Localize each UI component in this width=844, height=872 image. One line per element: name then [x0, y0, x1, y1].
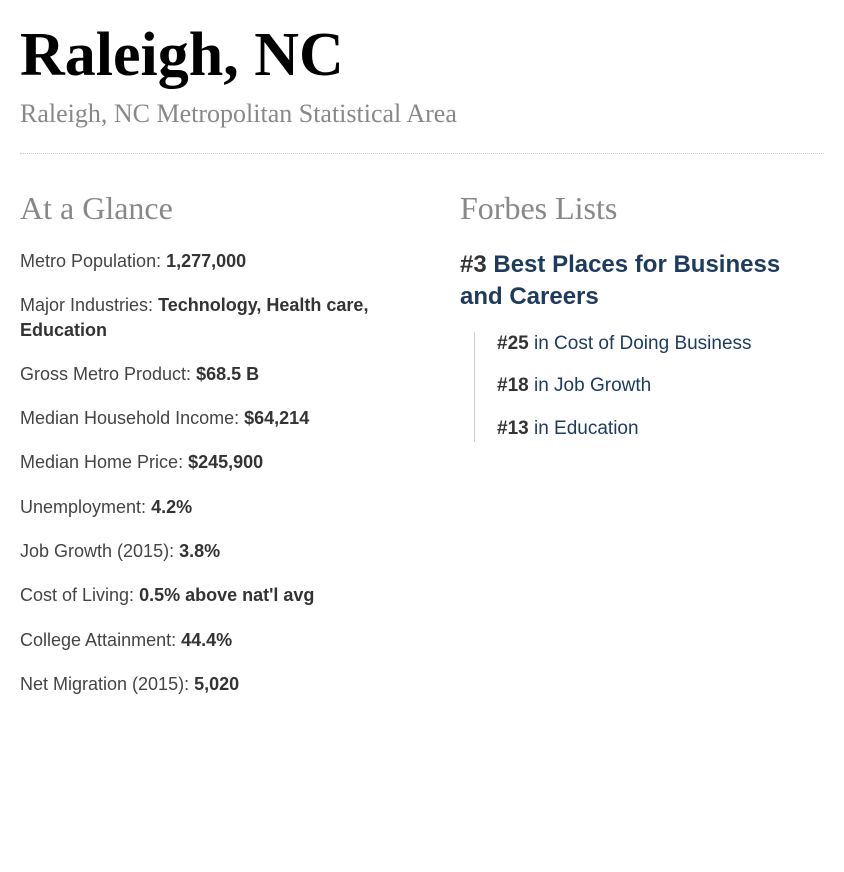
stat-row: Cost of Living: 0.5% above nat'l avg — [20, 583, 420, 607]
stat-row: Major Industries: Technology, Health car… — [20, 293, 420, 342]
sub-rank-text: in Job Growth — [529, 375, 652, 396]
stat-value: $245,900 — [188, 452, 263, 472]
glance-heading: At a Glance — [20, 190, 420, 227]
stat-label: Unemployment: — [20, 497, 151, 517]
stat-row: College Attainment: 44.4% — [20, 628, 420, 652]
stat-row: Gross Metro Product: $68.5 B — [20, 362, 420, 386]
stat-row: Unemployment: 4.2% — [20, 495, 420, 519]
divider — [20, 153, 824, 154]
stat-label: Cost of Living: — [20, 585, 139, 605]
sub-rank-number: #13 — [497, 418, 529, 439]
stat-value: $68.5 B — [196, 364, 259, 384]
forbes-lists-section: Forbes Lists #3 Best Places for Business… — [460, 190, 824, 716]
main-ranking-link[interactable]: #3 Best Places for Business and Careers — [460, 249, 824, 314]
stat-value: 3.8% — [179, 541, 220, 561]
stat-row: Metro Population: 1,277,000 — [20, 249, 420, 273]
at-a-glance-section: At a Glance Metro Population: 1,277,000 … — [20, 190, 420, 716]
stat-row: Job Growth (2015): 3.8% — [20, 539, 420, 563]
sub-rankings-list: #25 in Cost of Doing Business #18 in Job… — [474, 332, 824, 442]
stat-label: Major Industries: — [20, 295, 158, 315]
forbes-heading: Forbes Lists — [460, 190, 824, 227]
sub-ranking-link[interactable]: #18 in Job Growth — [497, 374, 824, 399]
stat-label: Gross Metro Product: — [20, 364, 196, 384]
page-subtitle: Raleigh, NC Metropolitan Statistical Are… — [20, 99, 824, 129]
sub-rank-text: in Education — [529, 418, 639, 439]
stat-label: College Attainment: — [20, 630, 181, 650]
content-columns: At a Glance Metro Population: 1,277,000 … — [20, 190, 824, 716]
stat-row: Median Household Income: $64,214 — [20, 406, 420, 430]
stat-label: Job Growth (2015): — [20, 541, 179, 561]
stat-label: Metro Population: — [20, 251, 166, 271]
stat-value: 4.2% — [151, 497, 192, 517]
stat-value: 1,277,000 — [166, 251, 246, 271]
stat-label: Net Migration (2015): — [20, 674, 194, 694]
stat-value: 5,020 — [194, 674, 239, 694]
main-rank-number: #3 — [460, 251, 487, 278]
page-title: Raleigh, NC — [20, 20, 824, 91]
stat-value: 0.5% above nat'l avg — [139, 585, 314, 605]
sub-rank-text: in Cost of Doing Business — [529, 333, 752, 354]
stat-value: $64,214 — [244, 408, 309, 428]
sub-rank-number: #25 — [497, 333, 529, 354]
stat-label: Median Home Price: — [20, 452, 188, 472]
sub-rank-number: #18 — [497, 375, 529, 396]
stat-value: 44.4% — [181, 630, 232, 650]
sub-ranking-link[interactable]: #25 in Cost of Doing Business — [497, 332, 824, 357]
stat-label: Median Household Income: — [20, 408, 244, 428]
stat-row: Net Migration (2015): 5,020 — [20, 672, 420, 696]
stat-row: Median Home Price: $245,900 — [20, 450, 420, 474]
main-rank-title: Best Places for Business and Careers — [460, 251, 780, 310]
sub-ranking-link[interactable]: #13 in Education — [497, 417, 824, 442]
